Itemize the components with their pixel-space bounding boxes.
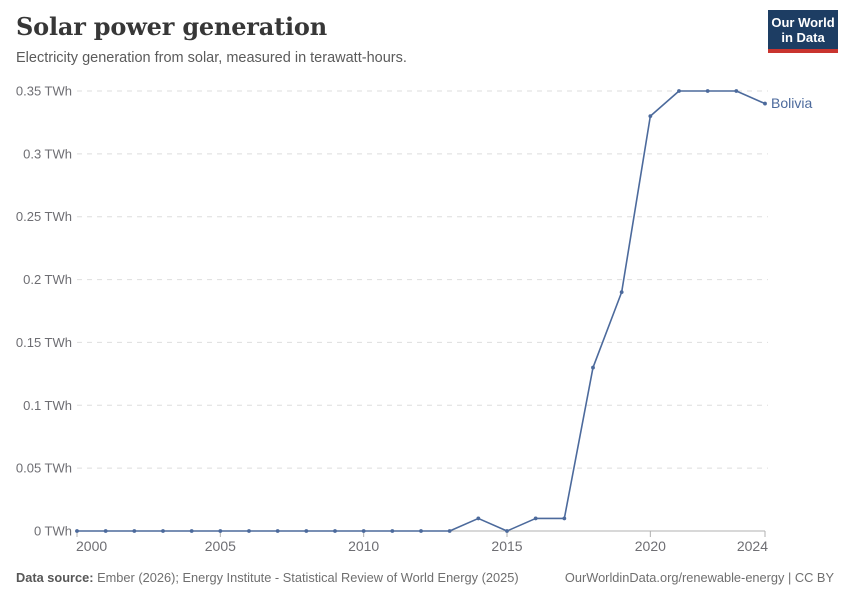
data-point[interactable] — [648, 114, 653, 119]
data-point[interactable] — [533, 516, 538, 521]
data-point[interactable] — [763, 101, 767, 106]
data-point[interactable] — [734, 89, 739, 93]
y-axis-tick-label: 0.05 TWh — [16, 461, 72, 476]
x-axis-tick-label: 2020 — [635, 538, 666, 554]
data-point[interactable] — [419, 529, 423, 533]
data-point[interactable] — [476, 516, 481, 521]
data-point[interactable] — [75, 529, 79, 533]
line-chart: 0 TWh 0.05 TWh 0.1 TWh 0.15 TWh 0.2 TWh 0.25 … — [16, 84, 813, 555]
data-point[interactable] — [304, 529, 309, 533]
data-point[interactable] — [591, 365, 595, 370]
data-source-label: Data source: — [16, 570, 94, 585]
data-point[interactable] — [333, 529, 337, 533]
data-point[interactable] — [705, 89, 710, 93]
x-axis-tick-label: 2005 — [205, 538, 236, 554]
data-point[interactable] — [275, 529, 280, 533]
data-point[interactable] — [505, 529, 509, 533]
y-axis-tick-label: 0.25 TWh — [16, 209, 72, 224]
data-point[interactable] — [390, 529, 395, 533]
x-axis-tick-label: 2024 — [737, 538, 768, 554]
series-label[interactable]: Bolivia — [771, 95, 812, 111]
y-axis-tick-label: 0.2 TWh — [23, 272, 72, 287]
data-source-text: Ember (2026); Energy Institute - Statist… — [97, 570, 519, 585]
y-axis-tick-label: 0.1 TWh — [23, 398, 72, 413]
y-axis-tick-label: 0.35 TWh — [16, 84, 72, 99]
data-point[interactable] — [103, 529, 108, 533]
data-line-bolivia[interactable] — [76, 90, 766, 532]
y-axis-tick-label: 0.15 TWh — [16, 335, 72, 350]
data-point[interactable] — [132, 529, 137, 533]
x-axis-tick-label: 2010 — [348, 538, 379, 554]
data-source: Data source: Ember (2026); Energy Instit… — [16, 570, 519, 585]
y-axis-tick-label: 0 TWh — [34, 524, 72, 539]
x-axis-tick-label: 2000 — [76, 538, 107, 554]
chart-title: Solar power generation — [16, 12, 327, 41]
data-point[interactable] — [189, 529, 194, 533]
data-point[interactable] — [677, 89, 681, 93]
owid-logo[interactable]: Our World in Data — [768, 10, 838, 53]
chart-footer: Data source: Ember (2026); Energy Instit… — [16, 570, 834, 585]
y-axis-tick-label: 0.3 TWh — [23, 146, 72, 161]
data-point[interactable] — [161, 529, 165, 533]
data-point[interactable] — [562, 516, 567, 521]
chart-subtitle: Electricity generation from solar, measu… — [16, 50, 407, 66]
owid-logo-line1: Our World — [771, 15, 835, 30]
credit-link[interactable]: OurWorldinData.org/renewable-energy | CC… — [564, 570, 834, 585]
owid-logo-line2: in Data — [781, 30, 825, 45]
data-point[interactable] — [361, 529, 366, 533]
data-point[interactable] — [247, 529, 251, 533]
data-point[interactable] — [447, 529, 452, 533]
data-point[interactable] — [218, 529, 223, 533]
x-axis-tick-label: 2015 — [491, 538, 522, 554]
data-point[interactable] — [619, 290, 624, 295]
